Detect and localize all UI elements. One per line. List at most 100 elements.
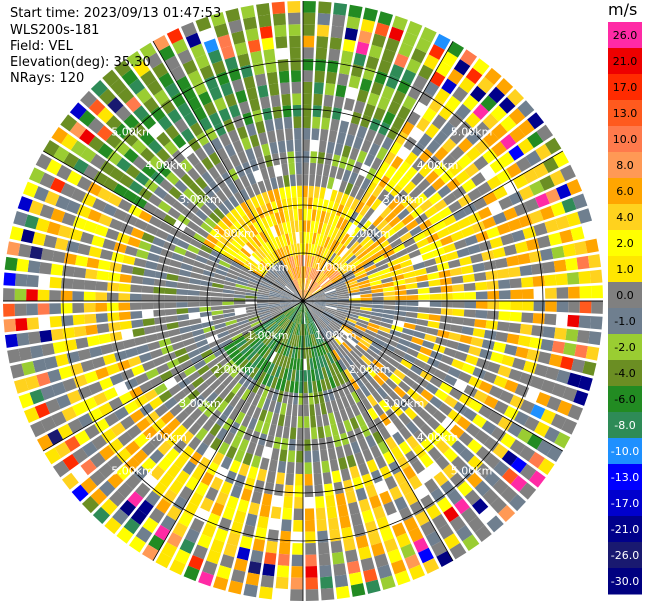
ppi-gate xyxy=(347,312,359,319)
ppi-gate xyxy=(353,229,365,241)
ppi-gate xyxy=(368,344,381,355)
ppi-gate xyxy=(100,343,114,355)
ppi-gate xyxy=(29,344,44,359)
ppi-gate xyxy=(84,280,97,291)
ppi-gate xyxy=(141,544,159,561)
ppi-gate xyxy=(413,330,426,340)
ppi-gate xyxy=(510,301,523,311)
ppi-gate xyxy=(118,391,134,405)
ppi-gate xyxy=(571,358,586,374)
ppi-gate xyxy=(262,333,273,344)
ppi-gate xyxy=(310,268,316,280)
ppi-gate xyxy=(272,265,281,276)
ppi-gate xyxy=(546,445,563,463)
ppi-gate xyxy=(331,202,340,215)
ppi-gate xyxy=(394,284,407,291)
ppi-gate xyxy=(29,389,45,405)
ppi-gate xyxy=(258,310,271,316)
ppi-gate xyxy=(305,266,309,279)
ppi-gate xyxy=(217,330,230,339)
ppi-gate xyxy=(316,380,323,393)
ppi-gate xyxy=(357,279,370,286)
ppi-gate xyxy=(334,313,347,320)
ppi-gate xyxy=(320,576,334,589)
ppi-gate xyxy=(227,326,240,334)
colorbar-bin xyxy=(608,412,642,439)
ppi-gate xyxy=(331,362,340,375)
ppi-gate xyxy=(238,373,249,386)
ppi-gate xyxy=(261,373,271,386)
ppi-gate xyxy=(461,507,478,524)
ppi-gate xyxy=(373,337,386,347)
ppi-gate xyxy=(225,445,238,460)
ppi-gate xyxy=(303,292,312,301)
ppi-gate xyxy=(205,486,219,502)
ppi-gate xyxy=(546,396,562,412)
ppi-gate xyxy=(311,308,321,317)
ppi-gate xyxy=(340,233,350,245)
ppi-gate xyxy=(153,89,170,105)
ppi-gate xyxy=(336,397,345,411)
ppi-gate xyxy=(174,118,189,133)
ppi-gate xyxy=(365,194,377,208)
ppi-gate xyxy=(72,401,88,417)
ppi-gate xyxy=(517,138,534,155)
ppi-gate xyxy=(257,306,270,311)
ppi-gate xyxy=(263,552,277,565)
ppi-gate xyxy=(260,167,269,181)
ppi-gate xyxy=(540,248,554,261)
ppi-gate xyxy=(349,332,362,342)
range-ring-label: 4.00km xyxy=(417,159,459,172)
ppi-gate xyxy=(195,441,209,456)
ppi-gate xyxy=(243,75,256,90)
ppi-gate xyxy=(360,557,375,572)
ppi-gate xyxy=(377,564,393,579)
ppi-gate xyxy=(303,35,315,48)
ppi-gate xyxy=(220,255,233,265)
ppi-gate xyxy=(275,36,288,49)
ppi-gate xyxy=(242,112,254,126)
ppi-gate xyxy=(224,56,239,71)
ppi-gate xyxy=(573,390,589,406)
ppi-gate xyxy=(371,288,384,294)
ppi-gate xyxy=(567,404,584,421)
ppi-gate xyxy=(299,289,303,301)
ppi-gate xyxy=(205,198,218,212)
ppi-gate xyxy=(45,159,62,176)
ppi-gate xyxy=(52,341,66,354)
ppi-gate xyxy=(6,241,21,256)
ppi-gate xyxy=(281,163,289,176)
ppi-gate xyxy=(270,177,278,190)
ppi-gate xyxy=(303,289,307,301)
ppi-gate xyxy=(253,270,265,278)
ppi-gate xyxy=(113,208,128,222)
ppi-gate xyxy=(378,325,391,334)
ppi-gate xyxy=(204,216,217,229)
ppi-gate xyxy=(233,304,246,309)
ppi-gate xyxy=(173,245,187,256)
ppi-gate xyxy=(359,290,372,295)
ppi-gate xyxy=(471,172,486,187)
ppi-gate xyxy=(274,313,285,322)
ppi-gate xyxy=(461,178,477,193)
ppi-gate xyxy=(268,294,281,298)
ppi-gate xyxy=(323,311,334,319)
azimuth-spoke xyxy=(302,300,564,452)
ppi-gate xyxy=(370,284,383,290)
ppi-gate xyxy=(282,344,289,356)
ppi-gate xyxy=(471,498,489,515)
ppi-gate xyxy=(303,1,316,13)
ppi-gate xyxy=(288,268,295,280)
ppi-gate xyxy=(525,238,540,251)
ppi-gate xyxy=(338,359,347,371)
ppi-gate xyxy=(87,181,103,197)
ppi-gate xyxy=(504,379,519,393)
ppi-gate xyxy=(279,301,292,304)
ppi-gate xyxy=(234,236,246,247)
ppi-gate xyxy=(303,301,311,310)
ppi-gate xyxy=(210,249,223,260)
ppi-gate xyxy=(176,239,190,250)
ppi-gate xyxy=(387,233,400,244)
ppi-gate xyxy=(190,214,204,227)
ppi-gate xyxy=(335,585,350,600)
